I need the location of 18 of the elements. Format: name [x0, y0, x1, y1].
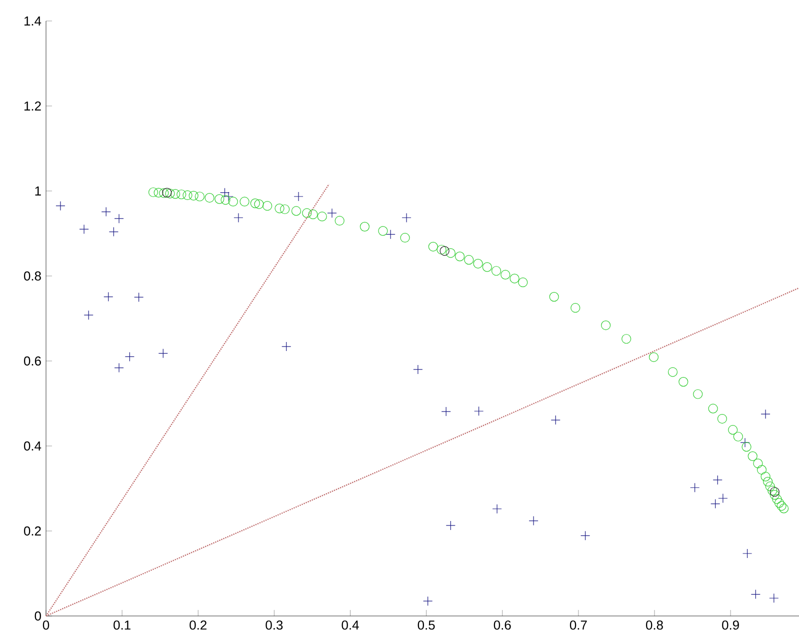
x-tick-label: 0.4: [342, 620, 359, 630]
x-tick-label: 0.5: [418, 620, 435, 630]
y-tick-label: 0: [34, 611, 41, 621]
x-tick-label: 0.2: [190, 620, 206, 630]
y-tick-label: 1.4: [24, 16, 42, 26]
y-tick-label: 0.8: [24, 271, 41, 281]
y-tick-label: 0.2: [24, 526, 41, 536]
y-tick-label: 0.6: [24, 356, 41, 366]
y-tick-label: 1: [35, 186, 41, 196]
x-tick-label: 0.8: [646, 620, 663, 630]
x-tick-label: 0.9: [722, 620, 739, 630]
x-tick-label: 0.7: [570, 620, 587, 630]
x-tick-label: 0.6: [494, 620, 511, 630]
y-tick-label: 0.4: [24, 441, 42, 451]
x-tick-label: 0.3: [266, 620, 283, 630]
x-tick-label: 0.1: [114, 620, 130, 630]
y-tick-label: 1.2: [24, 101, 41, 111]
x-tick-label: 0: [42, 620, 50, 630]
